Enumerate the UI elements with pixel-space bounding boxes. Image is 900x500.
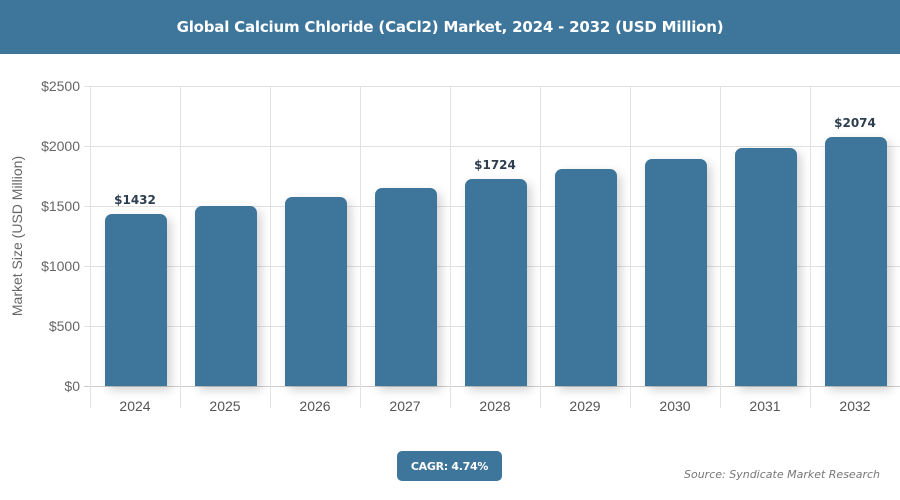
x-tick-label: 2027 [389,398,421,414]
y-tick-label: $500 [48,318,80,334]
gridline-horizontal [84,86,900,87]
x-tick-label: 2032 [839,398,871,414]
gridline-horizontal [84,386,900,387]
data-label-2028: $1724 [474,158,516,173]
data-label-2032: $2074 [834,116,876,131]
gridline-vertical [270,86,271,408]
x-tick-label: 2024 [119,398,151,414]
y-tick-label: $1500 [41,198,80,214]
gridline-vertical [90,86,91,408]
source-note: Source: Syndicate Market Research [684,468,880,481]
chart-title: Global Calcium Chloride (CaCl2) Market, … [176,18,724,36]
x-tick-label: 2025 [209,398,241,414]
bar-chart: Market Size (USD Million) $0 $500 $1000 $15… [9,78,900,414]
bar-2031 [735,148,797,386]
bar-2032 [825,137,887,386]
y-tick-label: $0 [64,378,80,394]
gridline-horizontal [84,146,900,147]
data-label-2024: $1432 [114,193,156,208]
bar-2028 [465,179,527,386]
y-axis-label: Market Size (USD Million) [9,155,25,317]
x-tick-label: 2031 [749,398,781,414]
y-tick-label: $2000 [41,138,80,154]
gridline-vertical [720,86,721,408]
x-tick-label: 2029 [569,398,601,414]
gridline-vertical [630,86,631,408]
x-tick-label: 2030 [659,398,691,414]
chart-header: Global Calcium Chloride (CaCl2) Market, … [0,0,900,54]
y-tick-label: $1000 [41,258,80,274]
gridline-vertical [180,86,181,408]
gridline-vertical [450,86,451,408]
cagr-badge: CAGR: 4.74% [397,451,502,481]
bar-2025 [195,206,257,386]
x-tick-label: 2028 [479,398,511,414]
bar-2030 [645,159,707,386]
x-tick-label: 2026 [299,398,331,414]
gridline-vertical [810,86,811,408]
gridline-vertical [360,86,361,408]
gridline-vertical [540,86,541,408]
bar-2027 [375,188,437,386]
bar-2024 [105,214,167,386]
bar-2029 [555,169,617,386]
y-tick-label: $2500 [41,78,80,94]
bar-2026 [285,197,347,386]
